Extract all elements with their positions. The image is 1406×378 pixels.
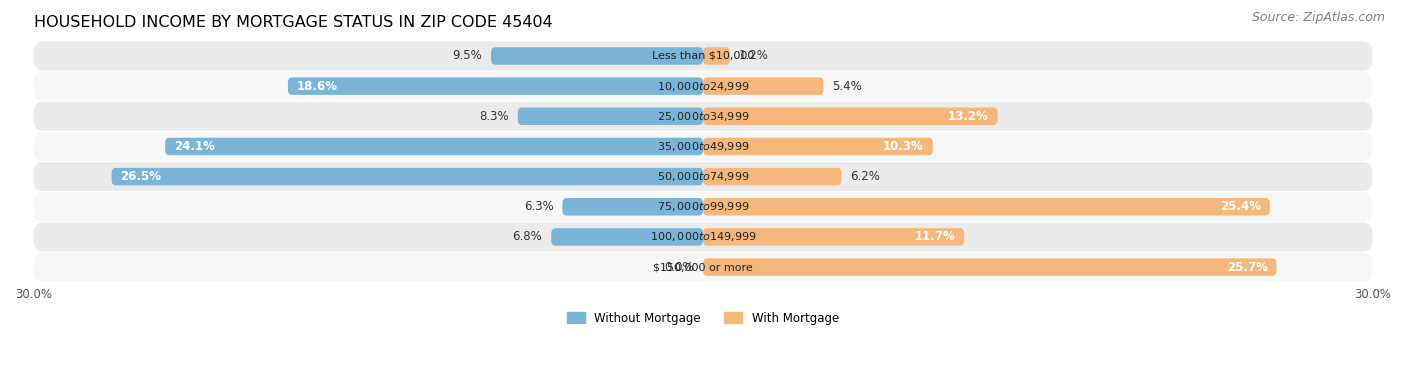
Text: 6.2%: 6.2% xyxy=(851,170,880,183)
Text: 18.6%: 18.6% xyxy=(297,80,337,93)
FancyBboxPatch shape xyxy=(703,228,965,246)
Text: 25.4%: 25.4% xyxy=(1220,200,1261,213)
Text: $75,000 to $99,999: $75,000 to $99,999 xyxy=(657,200,749,213)
Text: $35,000 to $49,999: $35,000 to $49,999 xyxy=(657,140,749,153)
FancyBboxPatch shape xyxy=(703,138,932,155)
Text: 13.2%: 13.2% xyxy=(948,110,988,123)
Text: 26.5%: 26.5% xyxy=(121,170,162,183)
FancyBboxPatch shape xyxy=(34,132,1372,161)
Text: Source: ZipAtlas.com: Source: ZipAtlas.com xyxy=(1251,11,1385,24)
FancyBboxPatch shape xyxy=(703,258,1277,276)
Text: $150,000 or more: $150,000 or more xyxy=(654,262,752,272)
Text: $50,000 to $74,999: $50,000 to $74,999 xyxy=(657,170,749,183)
Text: 9.5%: 9.5% xyxy=(453,50,482,62)
Text: 5.4%: 5.4% xyxy=(832,80,862,93)
FancyBboxPatch shape xyxy=(703,168,841,185)
FancyBboxPatch shape xyxy=(34,192,1372,221)
Text: 1.2%: 1.2% xyxy=(738,50,769,62)
Text: $10,000 to $24,999: $10,000 to $24,999 xyxy=(657,80,749,93)
Legend: Without Mortgage, With Mortgage: Without Mortgage, With Mortgage xyxy=(562,307,844,329)
Text: $25,000 to $34,999: $25,000 to $34,999 xyxy=(657,110,749,123)
FancyBboxPatch shape xyxy=(703,198,1270,215)
Text: 24.1%: 24.1% xyxy=(174,140,215,153)
Text: 10.3%: 10.3% xyxy=(883,140,924,153)
FancyBboxPatch shape xyxy=(562,198,703,215)
FancyBboxPatch shape xyxy=(288,77,703,95)
FancyBboxPatch shape xyxy=(34,223,1372,251)
FancyBboxPatch shape xyxy=(34,162,1372,191)
FancyBboxPatch shape xyxy=(491,47,703,65)
Text: 0.0%: 0.0% xyxy=(665,260,695,274)
FancyBboxPatch shape xyxy=(34,42,1372,70)
FancyBboxPatch shape xyxy=(34,102,1372,131)
Text: 25.7%: 25.7% xyxy=(1227,260,1268,274)
FancyBboxPatch shape xyxy=(551,228,703,246)
Text: $100,000 to $149,999: $100,000 to $149,999 xyxy=(650,231,756,243)
FancyBboxPatch shape xyxy=(34,253,1372,282)
Text: 6.8%: 6.8% xyxy=(513,231,543,243)
Text: HOUSEHOLD INCOME BY MORTGAGE STATUS IN ZIP CODE 45404: HOUSEHOLD INCOME BY MORTGAGE STATUS IN Z… xyxy=(34,15,553,30)
FancyBboxPatch shape xyxy=(517,108,703,125)
FancyBboxPatch shape xyxy=(703,77,824,95)
FancyBboxPatch shape xyxy=(703,108,998,125)
FancyBboxPatch shape xyxy=(34,72,1372,101)
Text: 6.3%: 6.3% xyxy=(523,200,554,213)
FancyBboxPatch shape xyxy=(165,138,703,155)
FancyBboxPatch shape xyxy=(111,168,703,185)
Text: 11.7%: 11.7% xyxy=(914,231,955,243)
Text: 8.3%: 8.3% xyxy=(479,110,509,123)
FancyBboxPatch shape xyxy=(703,47,730,65)
Text: Less than $10,000: Less than $10,000 xyxy=(652,51,754,61)
